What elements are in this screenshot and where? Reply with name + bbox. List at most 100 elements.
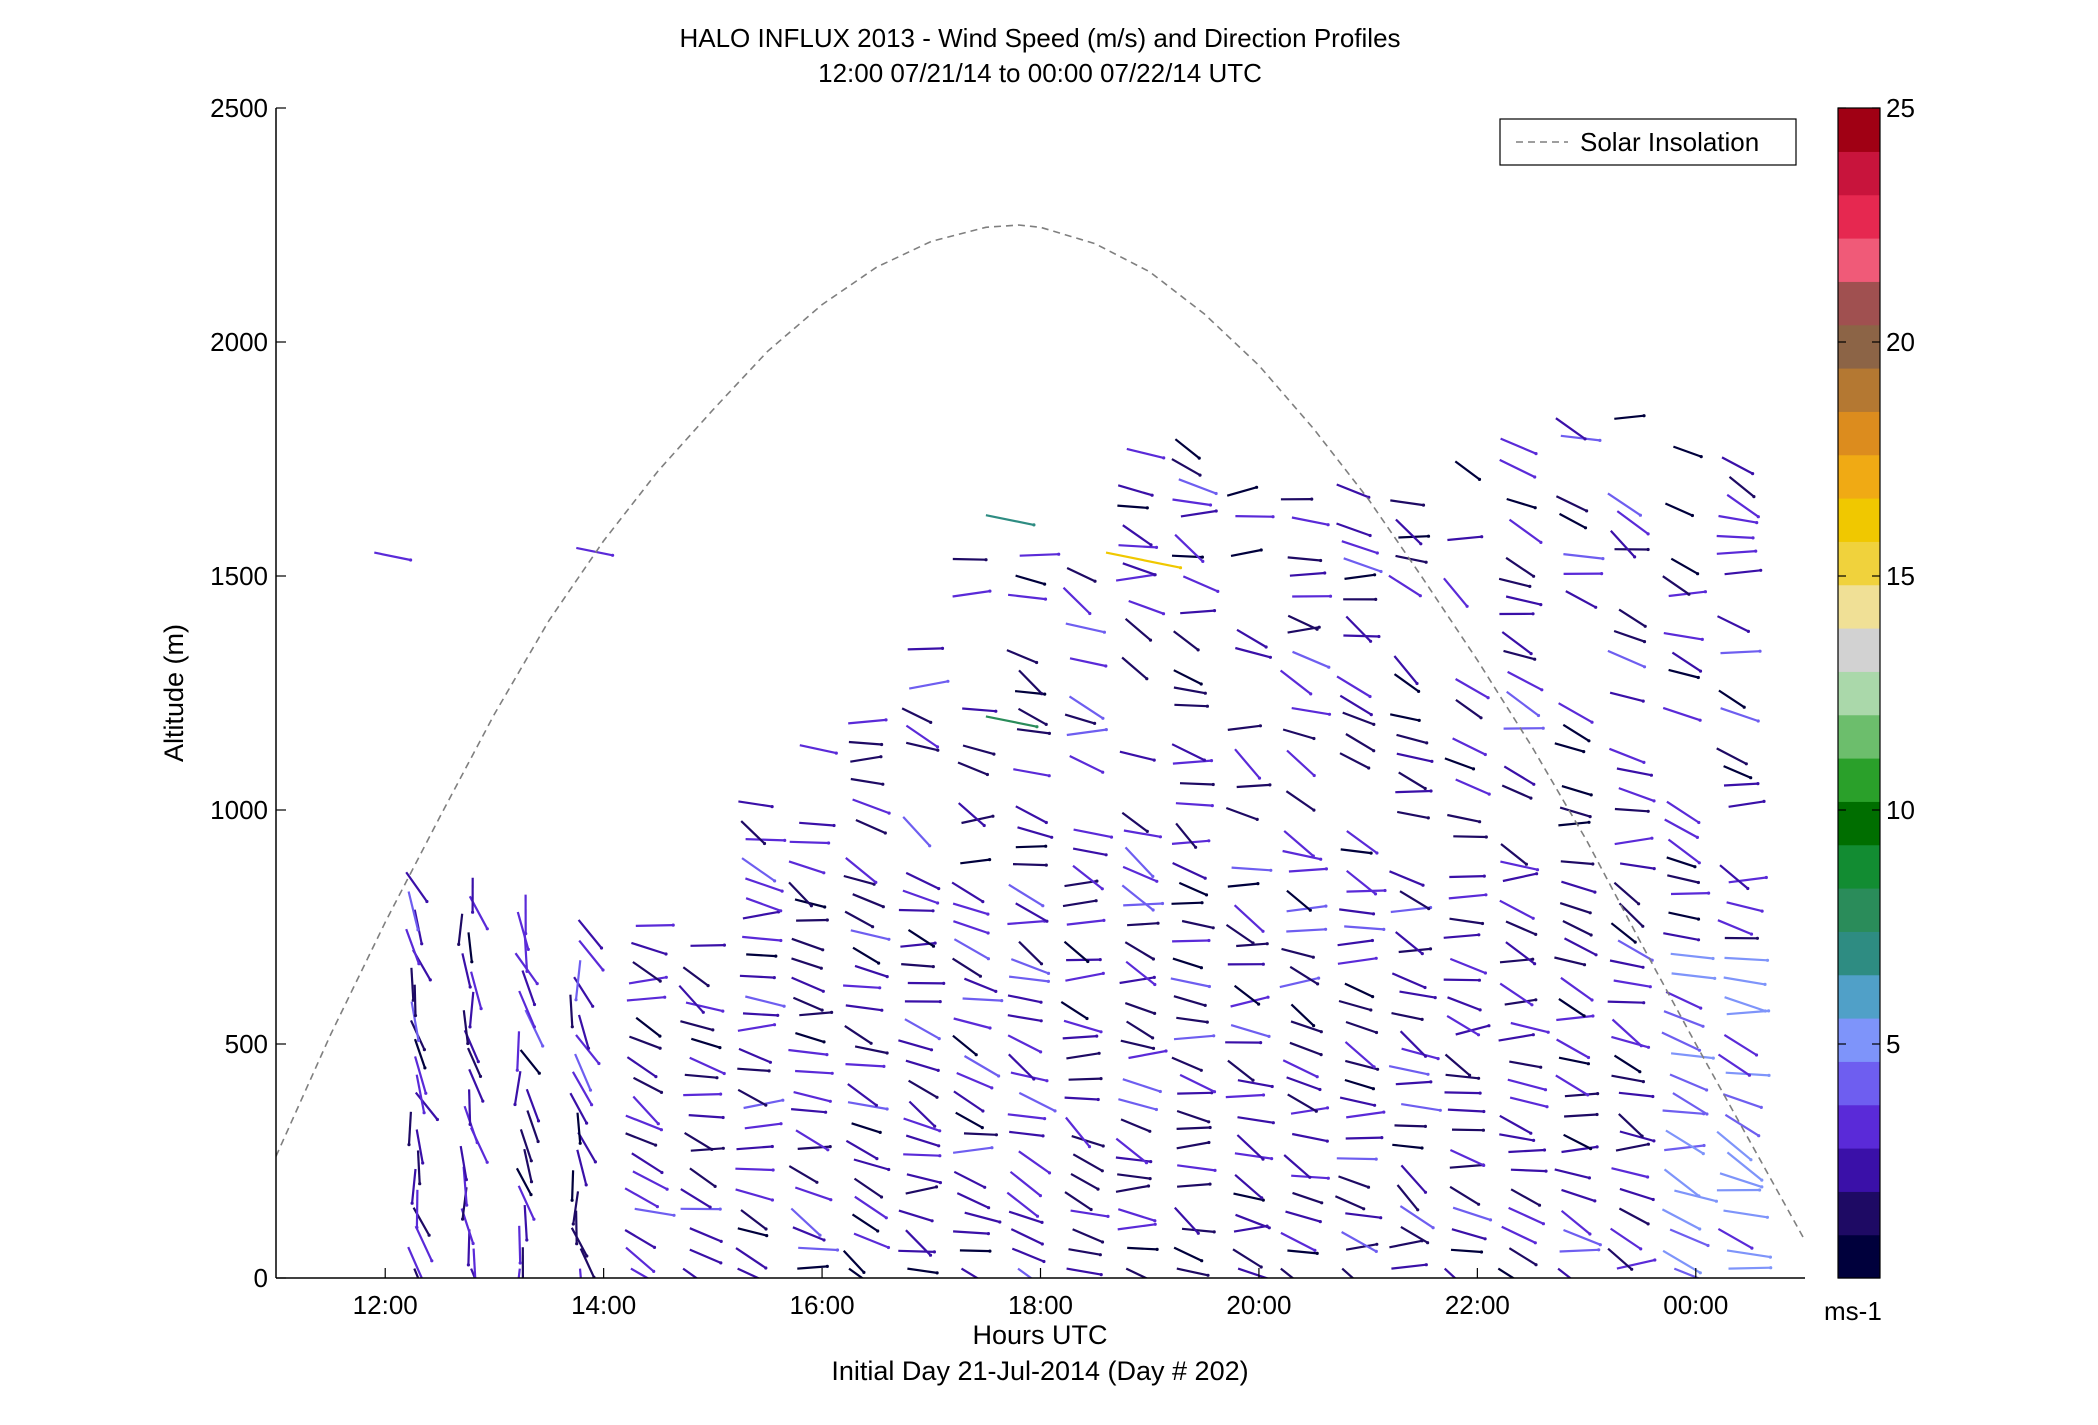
wind-vector [1613,1054,1641,1073]
wind-vector-tip [1477,477,1482,481]
wind-vector-tip [659,1128,664,1132]
wind-vector [684,1131,713,1151]
wind-vector [1176,1016,1208,1024]
wind-vector [1399,1205,1434,1229]
wind-vector [788,881,813,907]
wind-vector-tip [1271,1121,1275,1125]
wind-vector-tip [930,1219,934,1223]
wind-vector-tip [1648,985,1652,989]
wind-vector-tip [1424,1263,1428,1267]
wind-vector [1671,651,1702,673]
wind-vector-tip [1047,1171,1052,1175]
colorbar-cell [1838,1234,1880,1279]
wind-vector [1500,860,1538,871]
wind-vector-tip [422,1048,426,1052]
wind-vector [1499,958,1533,964]
wind-vector-tip [781,1098,785,1102]
wind-vector-tip [1426,534,1431,538]
wind-vector [907,928,935,948]
colorbar-cell [1838,324,1880,369]
wind-vector-tip [721,1009,725,1013]
colorbar-tick-label: 20 [1886,327,1915,357]
wind-vector [904,1018,940,1040]
wind-vector [1389,1239,1423,1249]
wind-vector-tip [825,1264,829,1268]
wind-vector [1118,1098,1157,1111]
wind-vector-tip [1267,1034,1271,1038]
wind-vector [572,1191,580,1225]
wind-vector-tip [1040,692,1044,696]
wind-vector [1124,846,1154,878]
wind-vector-tip [1312,773,1316,778]
colorbar-tick-label: 25 [1886,93,1915,123]
wind-vector-tip [1701,1024,1705,1028]
wind-vector-tip [1417,689,1421,694]
wind-vector-tip [1749,1158,1753,1162]
wind-vector [905,871,940,890]
wind-vector [415,1189,419,1228]
wind-vector [1007,1014,1042,1022]
wind-vector-tip [983,1185,987,1189]
wind-vector-tip [1481,1128,1485,1132]
wind-vector-tip [722,943,727,947]
wind-vector [1609,691,1644,703]
wind-vector-tip [1751,536,1755,540]
wind-vector [1121,656,1148,680]
wind-vector [1007,1034,1042,1053]
wind-vector-tip [1257,776,1262,780]
wind-vector-tip [1583,437,1587,441]
wind-vector [790,1207,821,1237]
wind-vector [1291,516,1329,526]
wind-vector [1286,749,1315,777]
wind-vector-tip [1370,938,1374,943]
wind-vector [1722,1093,1762,1109]
wind-vector-tip [1145,829,1149,834]
wind-vector [1292,1191,1323,1204]
wind-vector-tip [1151,874,1155,879]
wind-vector-tip [764,1103,768,1107]
wind-vector-tip [465,1203,469,1207]
wind-vector-tip [1742,705,1746,709]
wind-vector-tip [535,982,539,986]
wind-vector-tip [1586,1093,1590,1097]
wind-vector [903,1117,941,1132]
wind-vector-tip [875,1157,879,1161]
wind-vector-tip [986,912,990,916]
wind-vector-tip [1533,962,1537,966]
chart-subtitle: 12:00 07/21/14 to 00:00 07/22/14 UTC [818,58,1262,88]
wind-vector [1171,901,1203,905]
wind-vector-tip [1319,1030,1323,1034]
wind-vector [1728,1266,1771,1270]
wind-vector-tip [1763,982,1767,987]
wind-vector [578,939,604,971]
wind-vector [414,1225,433,1262]
wind-vector [745,995,785,1008]
wind-vector [1510,1168,1547,1173]
wind-vector [1065,1116,1091,1148]
wind-vector-tip [1161,612,1166,616]
wind-vector-tip [1258,724,1262,728]
wind-vector [737,1227,767,1237]
wind-vector [1072,864,1103,890]
wind-vector [523,1205,528,1241]
wind-vector-tip [1368,694,1372,699]
wind-vector [1445,1073,1479,1080]
wind-vector [844,1024,872,1045]
wind-vector [1455,678,1489,699]
wind-vector [1672,1092,1708,1115]
wind-vector [1501,1225,1536,1244]
wind-vector-tip [937,887,941,891]
wind-vector-tip [1653,1258,1657,1262]
wind-vector-tip [654,1143,658,1147]
wind-vector-tip [1208,1182,1212,1186]
wind-vector [1127,922,1159,927]
wind-vector [956,1071,993,1089]
wind-vector [1225,1093,1264,1099]
wind-vector [1720,650,1761,655]
wind-vector-tip [1643,624,1647,628]
wind-vector [1498,1033,1534,1042]
wind-vector-tip [611,553,615,557]
wind-vector [632,1170,668,1191]
wind-vector-tip [1151,957,1155,961]
wind-vector-tip [1035,1214,1040,1218]
